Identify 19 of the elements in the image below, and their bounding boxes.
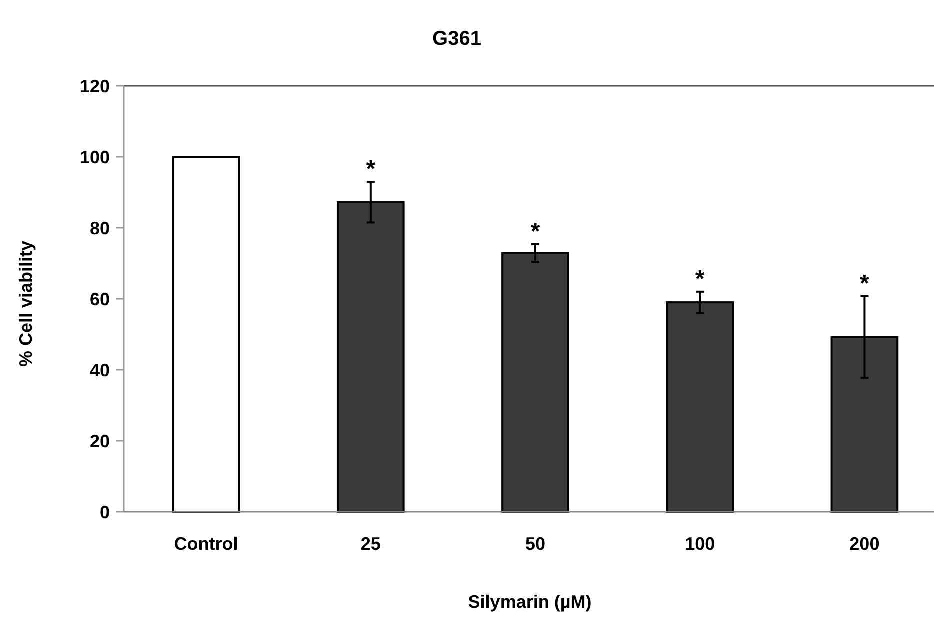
y-tick-label: 120 [80, 76, 110, 96]
annotation: * [530, 218, 541, 246]
x-tick-label: Control [174, 534, 238, 554]
x-tick-label: 25 [360, 534, 381, 554]
y-tick-label: 100 [80, 147, 110, 168]
annotation: * [366, 156, 376, 184]
annotation: * [695, 266, 706, 293]
y-tick-label: 80 [90, 218, 110, 238]
x-tick-label: 200 [850, 534, 880, 554]
annotation: * [860, 270, 870, 298]
y-axis-title: % Cell viability [16, 240, 36, 368]
x-tick-label: 50 [525, 534, 546, 554]
y-tick-label: 40 [90, 360, 110, 380]
y-tick-label: 60 [90, 289, 110, 310]
y-tick-label: 20 [90, 431, 110, 452]
x-tick-label: 100 [685, 534, 716, 554]
chart-title: G361 [432, 28, 482, 50]
x-axis-title: Silymarin (µM) [468, 592, 592, 612]
y-tick-label: 0 [100, 502, 110, 522]
